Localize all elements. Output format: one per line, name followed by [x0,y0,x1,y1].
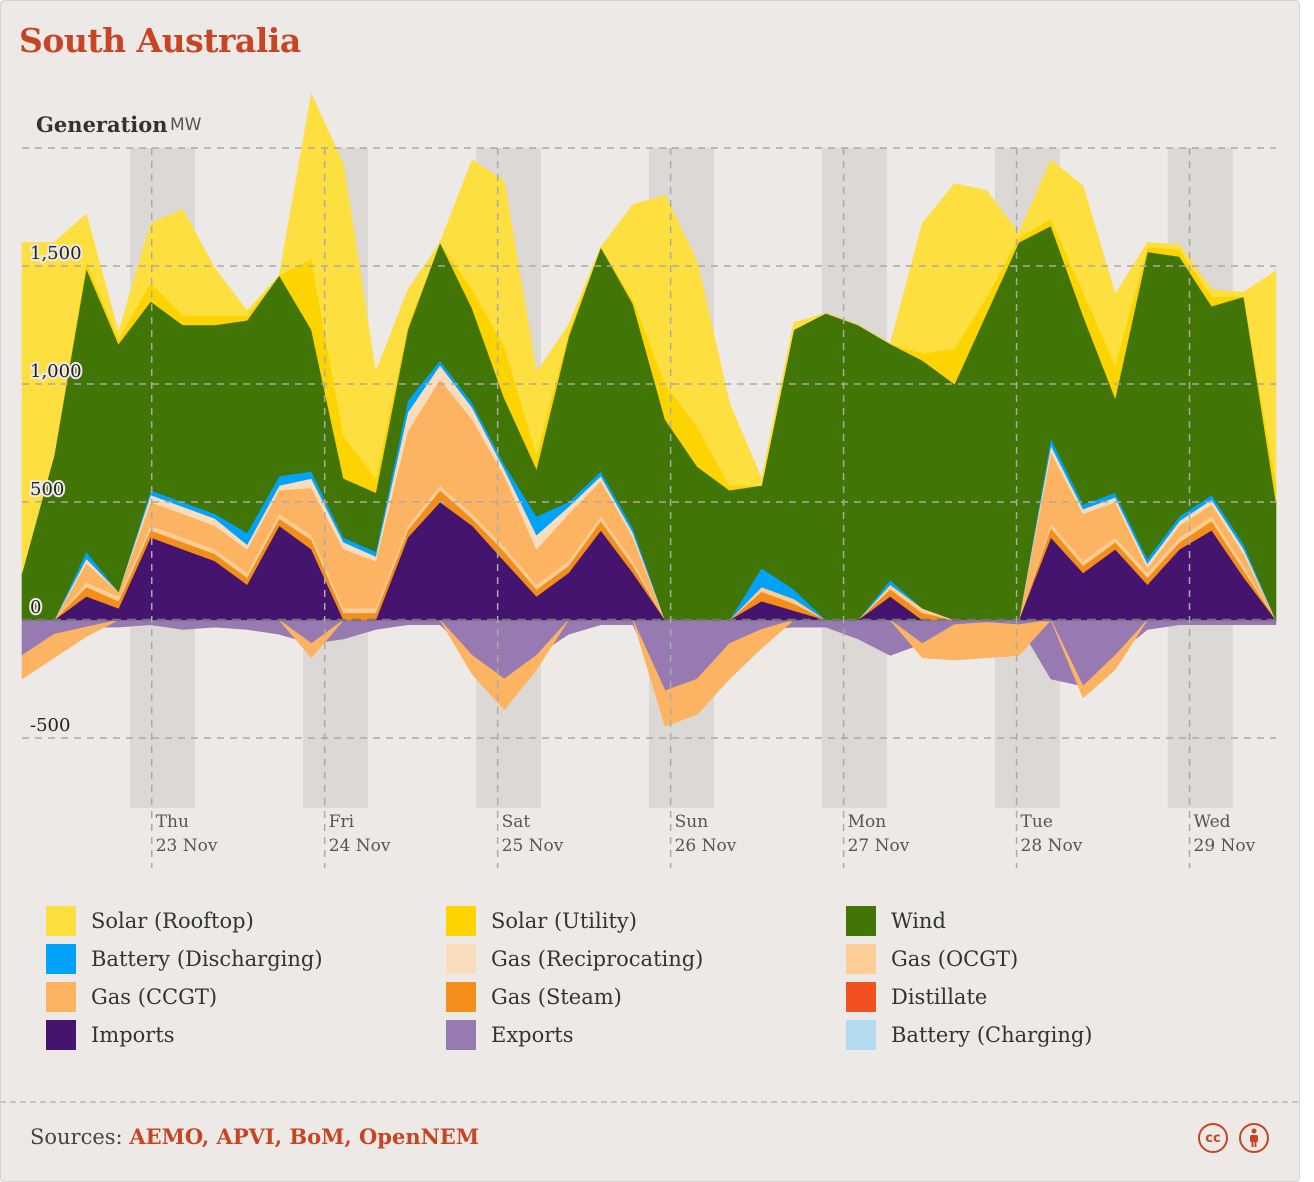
chart-unit: MW [170,115,202,135]
sources-links[interactable]: AEMO, APVI, BoM, OpenNEM [129,1124,480,1149]
chart-title: Generation [36,112,168,137]
footer-divider [0,1101,1298,1103]
legend-item[interactable]: Gas (OCGT) [846,943,1018,975]
legend-label: Imports [91,1023,175,1047]
legend-swatch [446,944,476,974]
x-tick-date: 28 Nov [1021,836,1083,856]
y-tick-label: 1,000 [30,361,82,382]
page-title: South Australia [19,21,301,60]
legend-item[interactable]: Imports [46,1019,175,1051]
y-tick-label: 1,500 [30,243,82,264]
x-tick-day: Thu [156,812,189,832]
legend-label: Gas (OCGT) [891,947,1019,971]
legend-swatch [46,906,76,936]
x-tick-date: 27 Nov [848,836,910,856]
x-tick-day: Sat [502,812,531,832]
legend-swatch [446,906,476,936]
legend-swatch [446,982,476,1012]
legend-item[interactable]: Gas (CCGT) [46,981,217,1013]
legend-swatch [846,982,876,1012]
legend-label: Battery (Charging) [891,1023,1093,1047]
legend-item[interactable]: Gas (Steam) [446,981,622,1013]
creative-commons-icon[interactable]: cc [1198,1123,1228,1153]
legend-swatch [46,1020,76,1050]
legend-item[interactable]: Solar (Rooftop) [46,905,254,937]
legend-item[interactable]: Gas (Reciprocating) [446,943,703,975]
chart-legend: Solar (Rooftop) Solar (Utility) Wind Batter… [46,905,1286,1065]
legend-label: Solar (Utility) [491,909,637,933]
generation-chart: Generation MW -500 0 500 1,000 1,500 Thu 23 No… [21,92,1277,868]
legend-item[interactable]: Solar (Utility) [446,905,637,937]
attribution-icon[interactable] [1239,1123,1269,1153]
person-icon [1250,1128,1258,1147]
sources-label: Sources: [30,1125,123,1149]
legend-label: Gas (Steam) [491,985,622,1009]
legend-label: Gas (CCGT) [91,985,218,1009]
x-tick-date: 29 Nov [1194,836,1256,856]
legend-label: Battery (Discharging) [91,947,323,971]
x-tick-date: 24 Nov [329,836,391,856]
x-tick-date: 26 Nov [675,836,737,856]
x-tick-day: Wed [1194,812,1231,832]
sources-line: Sources: AEMO, APVI, BoM, OpenNEM [30,1124,479,1149]
legend-item[interactable]: Distillate [846,981,987,1013]
x-tick-date: 23 Nov [156,836,218,856]
legend-swatch [846,906,876,936]
series-solar-rooftop [21,92,1277,573]
legend-label: Distillate [891,985,988,1009]
legend-label: Exports [491,1023,574,1047]
y-tick-label: 500 [30,479,64,500]
x-tick-date: 25 Nov [502,836,564,856]
legend-item[interactable]: Wind [846,905,946,937]
legend-label: Solar (Rooftop) [91,909,254,933]
legend-swatch [46,944,76,974]
x-tick-day: Sun [675,812,709,832]
legend-label: Gas (Reciprocating) [491,947,704,971]
legend-swatch [846,1020,876,1050]
x-tick-day: Tue [1021,812,1053,832]
legend-label: Wind [891,909,946,933]
legend-swatch [446,1020,476,1050]
x-tick-day: Mon [848,812,887,832]
legend-item[interactable]: Battery (Discharging) [46,943,323,975]
legend-swatch [46,982,76,1012]
legend-swatch [846,944,876,974]
y-tick-label: -500 [30,715,70,736]
legend-item[interactable]: Battery (Charging) [846,1019,1093,1051]
y-tick-label: 0 [30,597,41,618]
legend-item[interactable]: Exports [446,1019,574,1051]
x-tick-day: Fri [329,812,355,832]
